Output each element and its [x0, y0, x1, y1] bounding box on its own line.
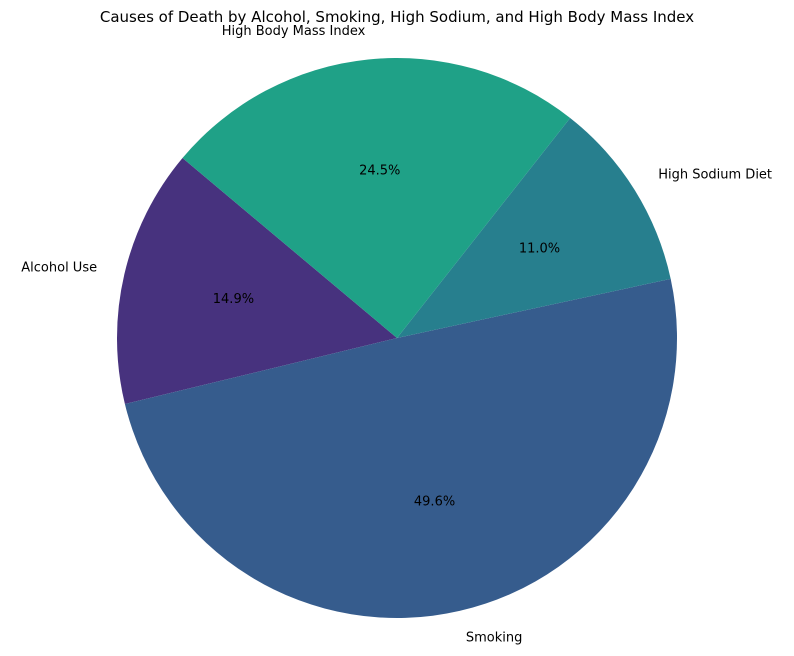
slice-label-alcohol-use: Alcohol Use	[21, 260, 97, 275]
pie-labels: Alcohol Use 14.9% Smoking 49.6% High Sodium …	[21, 24, 772, 646]
slice-percent-high-body-mass-index: 24.5%	[359, 163, 400, 178]
slice-label-high-sodium-diet: High Sodium Diet	[658, 167, 772, 182]
pie-slice-alcohol-use	[117, 158, 397, 405]
pie-slice-high-sodium-diet	[397, 117, 671, 339]
slice-percent-alcohol-use: 14.9%	[213, 292, 254, 307]
pie-slices	[117, 58, 678, 619]
slice-label-smoking: Smoking	[466, 631, 523, 646]
slice-percent-smoking: 49.6%	[414, 494, 455, 509]
chart-title: Causes of Death by Alcohol, Smoking, Hig…	[100, 8, 694, 26]
pie-slice-smoking	[124, 278, 678, 619]
slice-percent-high-sodium-diet: 11.0%	[519, 241, 560, 256]
pie-slice-high-body-mass-index	[182, 58, 571, 339]
slice-label-high-body-mass-index: High Body Mass Index	[222, 24, 366, 39]
